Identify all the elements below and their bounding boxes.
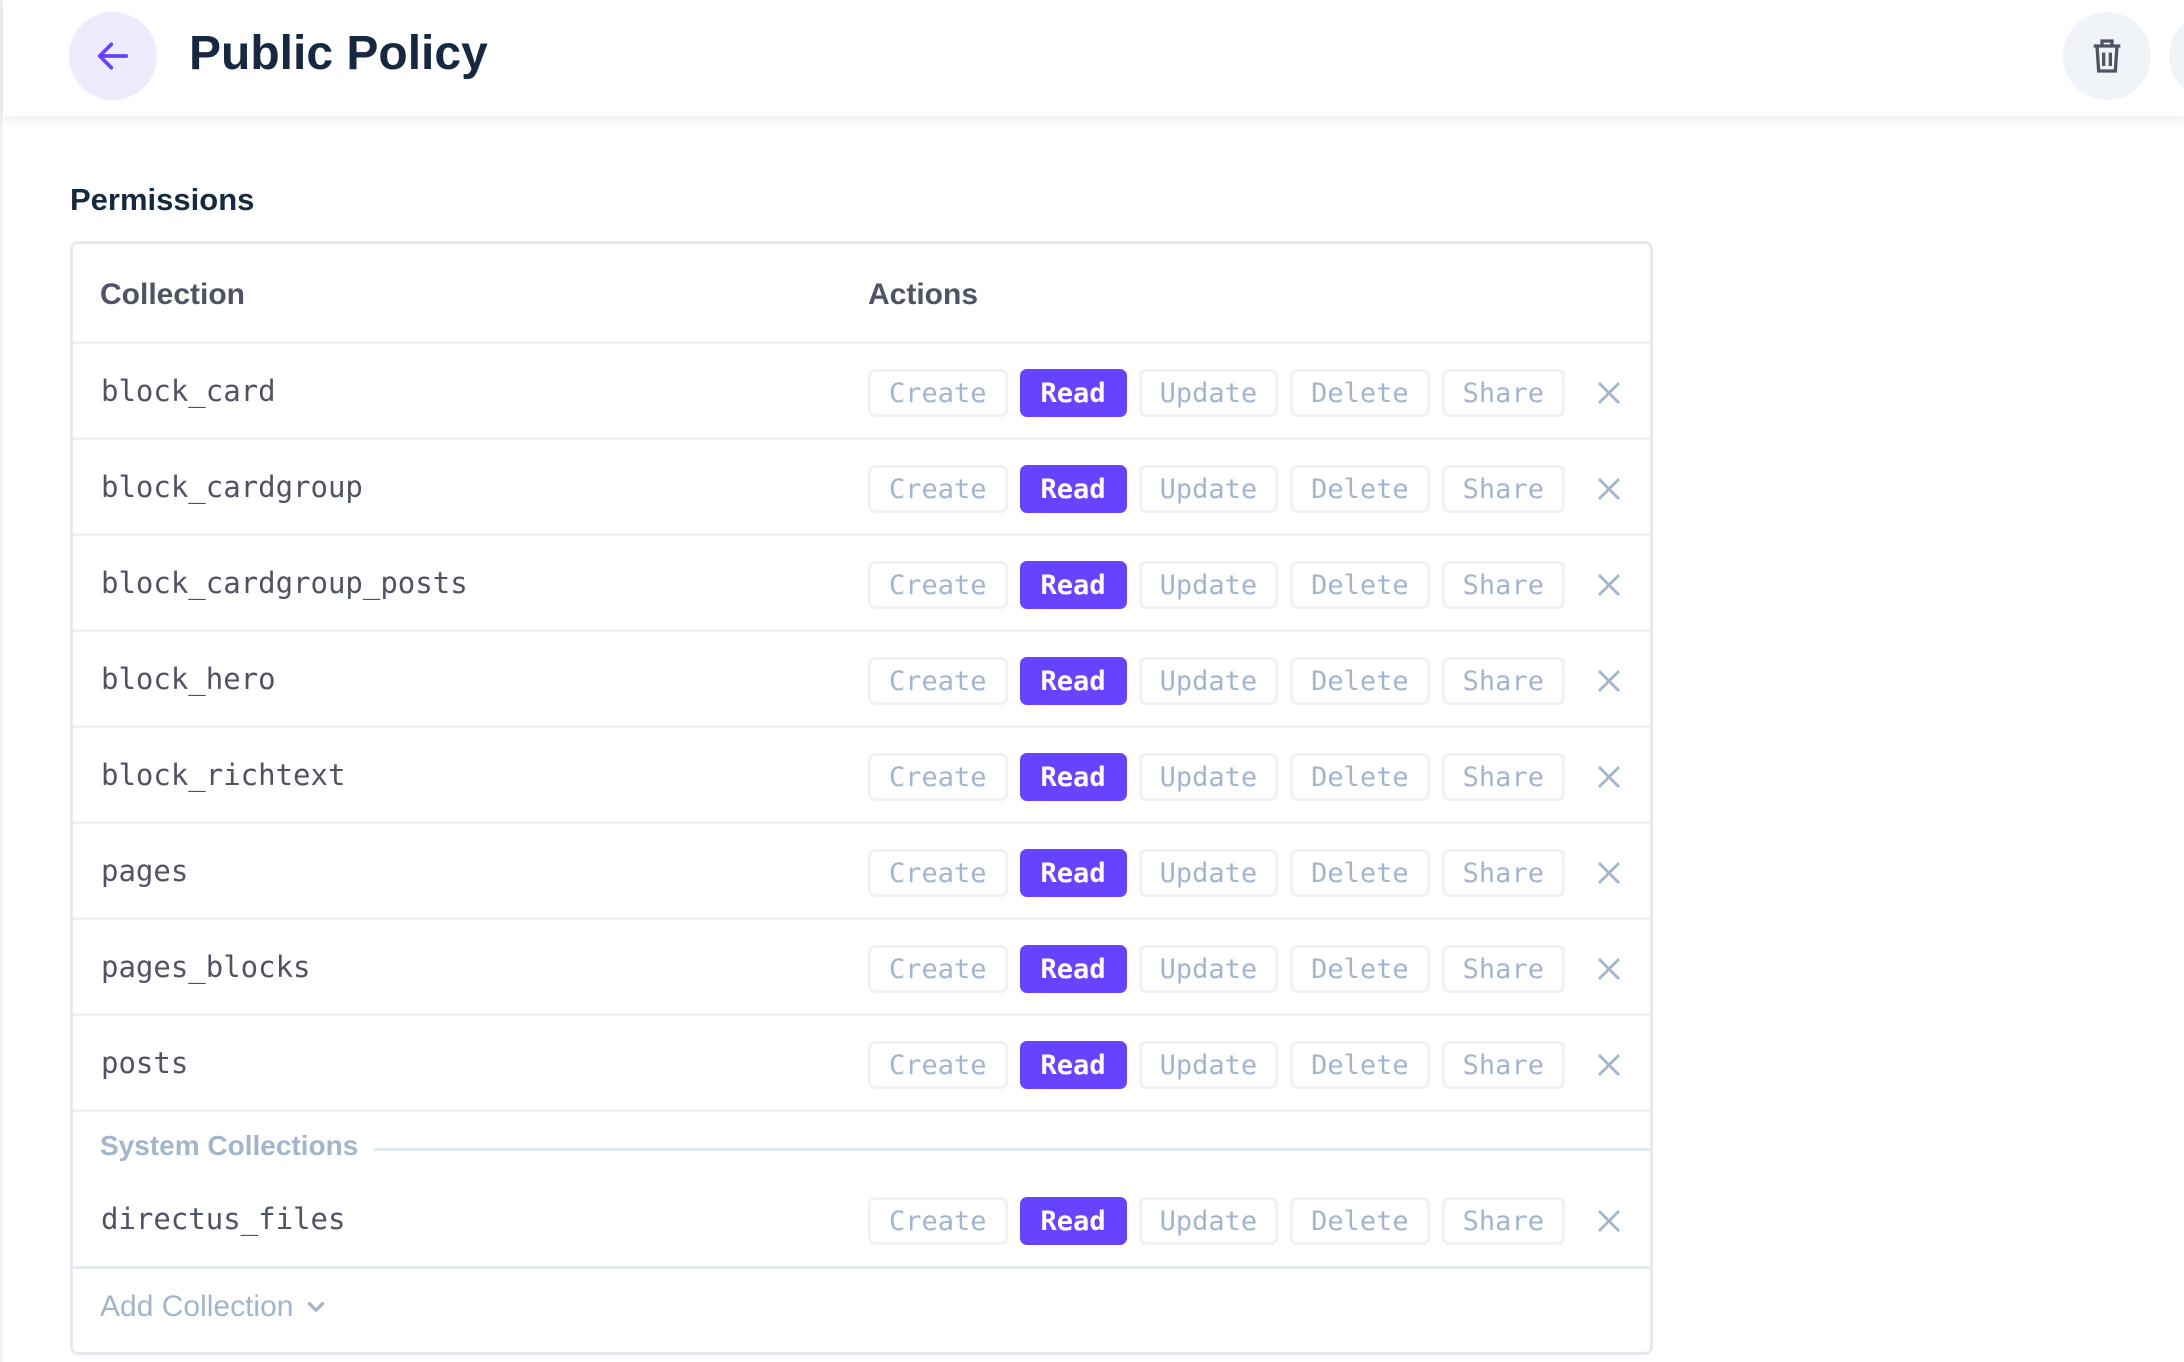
action-share-toggle[interactable]: Share — [1441, 465, 1565, 513]
collection-name: block_card — [101, 374, 276, 408]
table-row: posts Create Read Update Delete Share — [73, 1016, 1650, 1112]
table-row: block_cardgroup Create Read Update Delete Sha… — [73, 440, 1650, 536]
action-delete-toggle[interactable]: Delete — [1290, 657, 1430, 705]
chevron-down-icon — [307, 1301, 326, 1313]
add-collection-button[interactable]: Add Collection — [100, 1290, 329, 1324]
action-share-toggle[interactable]: Share — [1441, 657, 1565, 705]
action-update-toggle[interactable]: Update — [1138, 561, 1279, 609]
column-collection: Collection — [100, 278, 246, 311]
close-icon[interactable] — [1594, 570, 1624, 600]
collection-name: block_richtext — [101, 758, 346, 792]
action-share-toggle[interactable]: Share — [1441, 1041, 1565, 1089]
action-share-toggle[interactable]: Share — [1441, 561, 1565, 609]
close-icon[interactable] — [1594, 762, 1624, 792]
action-update-toggle[interactable]: Update — [1138, 1197, 1279, 1245]
table-row: block_hero Create Read Update Delete Share — [73, 632, 1650, 728]
action-create-toggle[interactable]: Create — [868, 945, 1008, 993]
collection-name: pages — [101, 854, 189, 888]
action-read-toggle[interactable]: Read — [1019, 465, 1127, 513]
column-actions: Actions — [868, 278, 979, 311]
action-update-toggle[interactable]: Update — [1138, 753, 1279, 801]
action-update-toggle[interactable]: Update — [1138, 657, 1279, 705]
close-icon[interactable] — [1594, 954, 1624, 984]
action-read-toggle[interactable]: Read — [1019, 1197, 1127, 1245]
action-read-toggle[interactable]: Read — [1019, 561, 1127, 609]
action-create-toggle[interactable]: Create — [868, 561, 1008, 609]
close-icon[interactable] — [1594, 858, 1624, 888]
permissions-table: Collection Actions block_card Create Read U… — [70, 241, 1653, 1355]
close-icon[interactable] — [1594, 1050, 1624, 1080]
close-icon[interactable] — [1594, 378, 1624, 408]
action-group: Create Read Update Delete Share — [868, 1197, 1565, 1245]
trash-icon — [2093, 39, 2121, 73]
table-header: Collection Actions — [73, 244, 1650, 344]
table-row: pages Create Read Update Delete Share — [73, 824, 1650, 920]
collection-name: directus_files — [101, 1202, 346, 1236]
action-share-toggle[interactable]: Share — [1441, 945, 1565, 993]
action-update-toggle[interactable]: Update — [1138, 849, 1279, 897]
action-delete-toggle[interactable]: Delete — [1290, 369, 1430, 417]
page-header: Public Policy — [3, 0, 2184, 116]
action-read-toggle[interactable]: Read — [1019, 369, 1127, 417]
delete-button[interactable] — [2063, 12, 2151, 100]
action-read-toggle[interactable]: Read — [1019, 753, 1127, 801]
action-share-toggle[interactable]: Share — [1441, 369, 1565, 417]
action-delete-toggle[interactable]: Delete — [1290, 465, 1430, 513]
collection-name: posts — [101, 1046, 189, 1080]
action-delete-toggle[interactable]: Delete — [1290, 1041, 1430, 1089]
table-row: block_cardgroup_posts Create Read Update Del… — [73, 536, 1650, 632]
action-group: Create Read Update Delete Share — [868, 945, 1565, 993]
action-group: Create Read Update Delete Share — [868, 561, 1565, 609]
collection-name: pages_blocks — [101, 950, 311, 984]
table-row: pages_blocks Create Read Update Delete Share — [73, 920, 1650, 1016]
collection-name: block_cardgroup — [101, 470, 363, 504]
collection-name: block_cardgroup_posts — [101, 566, 468, 600]
action-update-toggle[interactable]: Update — [1138, 369, 1279, 417]
action-read-toggle[interactable]: Read — [1019, 657, 1127, 705]
table-row: directus_files Create Read Update Delete Shar… — [73, 1172, 1650, 1269]
action-group: Create Read Update Delete Share — [868, 369, 1565, 417]
action-update-toggle[interactable]: Update — [1138, 465, 1279, 513]
action-share-toggle[interactable]: Share — [1441, 753, 1565, 801]
action-share-toggle[interactable]: Share — [1441, 849, 1565, 897]
action-delete-toggle[interactable]: Delete — [1290, 1197, 1430, 1245]
action-read-toggle[interactable]: Read — [1019, 1041, 1127, 1089]
table-row: block_richtext Create Read Update Delete Shar… — [73, 728, 1650, 824]
arrow-left-icon — [97, 42, 129, 70]
action-group: Create Read Update Delete Share — [868, 1041, 1565, 1089]
action-read-toggle[interactable]: Read — [1019, 849, 1127, 897]
action-update-toggle[interactable]: Update — [1138, 1041, 1279, 1089]
action-delete-toggle[interactable]: Delete — [1290, 561, 1430, 609]
action-create-toggle[interactable]: Create — [868, 1041, 1008, 1089]
system-collections-label: System Collections — [100, 1130, 375, 1162]
collection-name: block_hero — [101, 662, 276, 696]
action-group: Create Read Update Delete Share — [868, 753, 1565, 801]
action-delete-toggle[interactable]: Delete — [1290, 849, 1430, 897]
close-icon[interactable] — [1594, 474, 1624, 504]
table-row: block_card Create Read Update Delete Share — [73, 344, 1650, 440]
action-create-toggle[interactable]: Create — [868, 849, 1008, 897]
close-icon[interactable] — [1594, 666, 1624, 696]
action-delete-toggle[interactable]: Delete — [1290, 945, 1430, 993]
add-collection-label: Add Collection — [100, 1290, 294, 1323]
action-create-toggle[interactable]: Create — [868, 369, 1008, 417]
system-collections-divider: System Collections — [73, 1112, 1650, 1172]
action-group: Create Read Update Delete Share — [868, 657, 1565, 705]
section-title: Permissions — [70, 182, 255, 217]
action-delete-toggle[interactable]: Delete — [1290, 753, 1430, 801]
action-update-toggle[interactable]: Update — [1138, 945, 1279, 993]
close-icon[interactable] — [1594, 1206, 1624, 1236]
action-create-toggle[interactable]: Create — [868, 657, 1008, 705]
action-group: Create Read Update Delete Share — [868, 849, 1565, 897]
page-title: Public Policy — [189, 27, 488, 80]
action-create-toggle[interactable]: Create — [868, 753, 1008, 801]
back-button[interactable] — [69, 12, 157, 100]
action-group: Create Read Update Delete Share — [868, 465, 1565, 513]
action-read-toggle[interactable]: Read — [1019, 945, 1127, 993]
divider-line — [100, 1148, 1650, 1151]
action-share-toggle[interactable]: Share — [1441, 1197, 1565, 1245]
save-button[interactable] — [2169, 12, 2184, 100]
action-create-toggle[interactable]: Create — [868, 465, 1008, 513]
action-create-toggle[interactable]: Create — [868, 1197, 1008, 1245]
